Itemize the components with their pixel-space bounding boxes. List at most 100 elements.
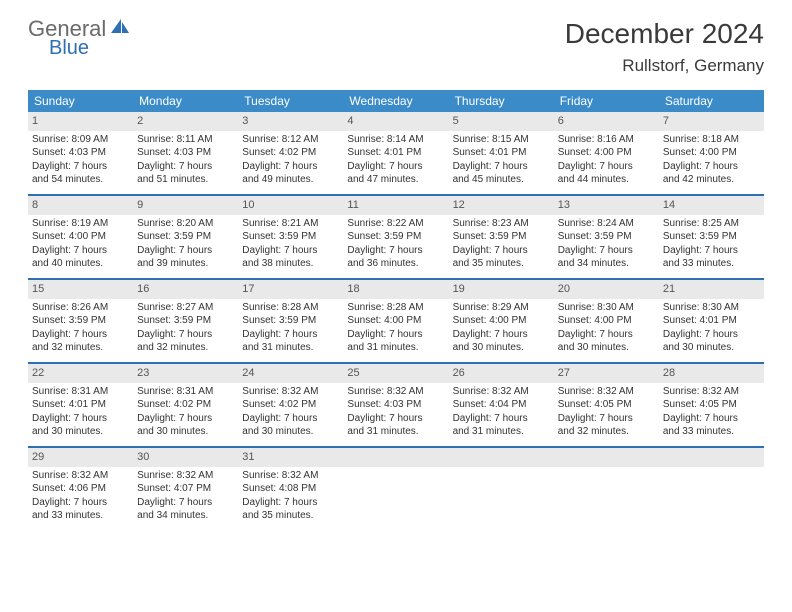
daylight-line1: Daylight: 7 hours xyxy=(137,328,234,342)
daylight-line1: Daylight: 7 hours xyxy=(347,160,444,174)
daylight-line2: and 39 minutes. xyxy=(137,257,234,271)
daylight-line1: Daylight: 7 hours xyxy=(242,496,339,510)
daylight-line2: and 35 minutes. xyxy=(453,257,550,271)
sunrise-text: Sunrise: 8:20 AM xyxy=(137,217,234,231)
day-cell: 2Sunrise: 8:11 AMSunset: 4:03 PMDaylight… xyxy=(133,112,238,194)
sunrise-text: Sunrise: 8:11 AM xyxy=(137,133,234,147)
daylight-line2: and 38 minutes. xyxy=(242,257,339,271)
sunrise-text: Sunrise: 8:21 AM xyxy=(242,217,339,231)
daylight-line1: Daylight: 7 hours xyxy=(453,160,550,174)
day-number-bar: 18 xyxy=(343,280,448,299)
daylight-line2: and 30 minutes. xyxy=(242,425,339,439)
sunrise-text: Sunrise: 8:30 AM xyxy=(663,301,760,315)
daylight-line1: Daylight: 7 hours xyxy=(558,160,655,174)
daylight-line2: and 47 minutes. xyxy=(347,173,444,187)
day-cell: 10Sunrise: 8:21 AMSunset: 3:59 PMDayligh… xyxy=(238,196,343,278)
sunset-text: Sunset: 4:02 PM xyxy=(242,398,339,412)
day-cell: 4Sunrise: 8:14 AMSunset: 4:01 PMDaylight… xyxy=(343,112,448,194)
day-cell: 31Sunrise: 8:32 AMSunset: 4:08 PMDayligh… xyxy=(238,448,343,530)
sunset-text: Sunset: 4:08 PM xyxy=(242,482,339,496)
day-cell: 29Sunrise: 8:32 AMSunset: 4:06 PMDayligh… xyxy=(28,448,133,530)
sunset-text: Sunset: 4:06 PM xyxy=(32,482,129,496)
sunrise-text: Sunrise: 8:16 AM xyxy=(558,133,655,147)
day-cell: 19Sunrise: 8:29 AMSunset: 4:00 PMDayligh… xyxy=(449,280,554,362)
sunrise-text: Sunrise: 8:23 AM xyxy=(453,217,550,231)
sunrise-text: Sunrise: 8:12 AM xyxy=(242,133,339,147)
day-cell xyxy=(343,448,448,530)
day-number-bar: 28 xyxy=(659,364,764,383)
day-number-bar: 9 xyxy=(133,196,238,215)
day-number-bar: 8 xyxy=(28,196,133,215)
sunrise-text: Sunrise: 8:15 AM xyxy=(453,133,550,147)
daylight-line2: and 35 minutes. xyxy=(242,509,339,523)
daylight-line2: and 34 minutes. xyxy=(137,509,234,523)
daylight-line1: Daylight: 7 hours xyxy=(32,244,129,258)
daylight-line1: Daylight: 7 hours xyxy=(453,328,550,342)
sunrise-text: Sunrise: 8:32 AM xyxy=(242,385,339,399)
day-number-bar: 19 xyxy=(449,280,554,299)
daylight-line1: Daylight: 7 hours xyxy=(558,244,655,258)
daylight-line1: Daylight: 7 hours xyxy=(137,160,234,174)
daylight-line1: Daylight: 7 hours xyxy=(663,160,760,174)
sunset-text: Sunset: 4:05 PM xyxy=(663,398,760,412)
week-row: 8Sunrise: 8:19 AMSunset: 4:00 PMDaylight… xyxy=(28,196,764,280)
daylight-line1: Daylight: 7 hours xyxy=(558,412,655,426)
weekday-header: Friday xyxy=(554,90,659,112)
weekday-header: Monday xyxy=(133,90,238,112)
daylight-line2: and 33 minutes. xyxy=(663,257,760,271)
weekday-header: Sunday xyxy=(28,90,133,112)
sunset-text: Sunset: 4:00 PM xyxy=(558,146,655,160)
day-cell: 6Sunrise: 8:16 AMSunset: 4:00 PMDaylight… xyxy=(554,112,659,194)
weekday-header: Saturday xyxy=(659,90,764,112)
sunset-text: Sunset: 4:00 PM xyxy=(347,314,444,328)
day-number-bar: 22 xyxy=(28,364,133,383)
daylight-line1: Daylight: 7 hours xyxy=(347,328,444,342)
title-block: December 2024 Rullstorf, Germany xyxy=(565,18,764,76)
sunset-text: Sunset: 4:00 PM xyxy=(32,230,129,244)
day-number-bar: 12 xyxy=(449,196,554,215)
day-cell: 5Sunrise: 8:15 AMSunset: 4:01 PMDaylight… xyxy=(449,112,554,194)
sunrise-text: Sunrise: 8:19 AM xyxy=(32,217,129,231)
day-cell: 24Sunrise: 8:32 AMSunset: 4:02 PMDayligh… xyxy=(238,364,343,446)
calendar: Sunday Monday Tuesday Wednesday Thursday… xyxy=(28,90,764,530)
day-cell xyxy=(449,448,554,530)
daylight-line2: and 31 minutes. xyxy=(347,425,444,439)
daylight-line2: and 44 minutes. xyxy=(558,173,655,187)
title-month: December 2024 xyxy=(565,18,764,50)
sunset-text: Sunset: 4:00 PM xyxy=(558,314,655,328)
day-cell: 23Sunrise: 8:31 AMSunset: 4:02 PMDayligh… xyxy=(133,364,238,446)
daylight-line1: Daylight: 7 hours xyxy=(32,328,129,342)
daylight-line2: and 40 minutes. xyxy=(32,257,129,271)
day-number-bar: 3 xyxy=(238,112,343,131)
week-row: 22Sunrise: 8:31 AMSunset: 4:01 PMDayligh… xyxy=(28,364,764,448)
week-row: 29Sunrise: 8:32 AMSunset: 4:06 PMDayligh… xyxy=(28,448,764,530)
sunrise-text: Sunrise: 8:32 AM xyxy=(453,385,550,399)
sunrise-text: Sunrise: 8:28 AM xyxy=(242,301,339,315)
day-number-bar: 23 xyxy=(133,364,238,383)
day-number-bar: 24 xyxy=(238,364,343,383)
daylight-line2: and 49 minutes. xyxy=(242,173,339,187)
daylight-line2: and 36 minutes. xyxy=(347,257,444,271)
daylight-line2: and 51 minutes. xyxy=(137,173,234,187)
day-number-bar: 25 xyxy=(343,364,448,383)
day-cell: 16Sunrise: 8:27 AMSunset: 3:59 PMDayligh… xyxy=(133,280,238,362)
daylight-line1: Daylight: 7 hours xyxy=(453,244,550,258)
sunset-text: Sunset: 4:00 PM xyxy=(663,146,760,160)
sunset-text: Sunset: 4:01 PM xyxy=(347,146,444,160)
daylight-line2: and 31 minutes. xyxy=(347,341,444,355)
sunset-text: Sunset: 3:59 PM xyxy=(663,230,760,244)
day-cell: 8 Sunrise: 8:19 AMSunset: 4:00 PMDaylight… xyxy=(28,196,133,278)
sunrise-text: Sunrise: 8:32 AM xyxy=(347,385,444,399)
sunrise-text: Sunrise: 8:32 AM xyxy=(32,469,129,483)
sunrise-text: Sunrise: 8:32 AM xyxy=(137,469,234,483)
sunset-text: Sunset: 3:59 PM xyxy=(242,230,339,244)
sunrise-text: Sunrise: 8:29 AM xyxy=(453,301,550,315)
daylight-line2: and 33 minutes. xyxy=(663,425,760,439)
daylight-line2: and 30 minutes. xyxy=(137,425,234,439)
day-cell: 3Sunrise: 8:12 AMSunset: 4:02 PMDaylight… xyxy=(238,112,343,194)
daylight-line2: and 42 minutes. xyxy=(663,173,760,187)
day-cell: 25Sunrise: 8:32 AMSunset: 4:03 PMDayligh… xyxy=(343,364,448,446)
daylight-line1: Daylight: 7 hours xyxy=(32,412,129,426)
day-number-bar: 21 xyxy=(659,280,764,299)
sunrise-text: Sunrise: 8:30 AM xyxy=(558,301,655,315)
